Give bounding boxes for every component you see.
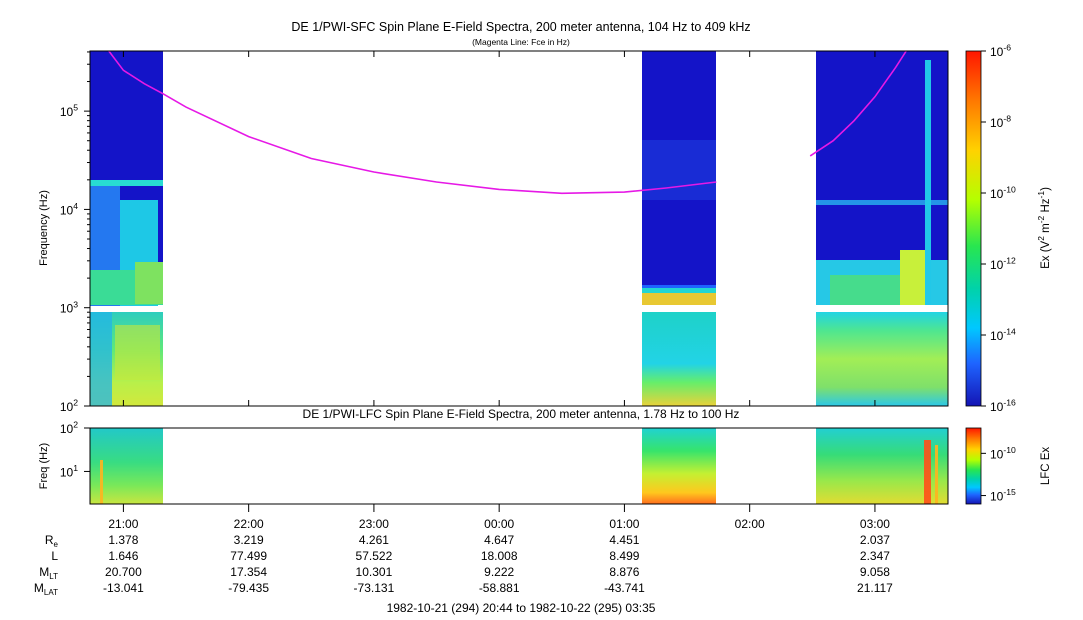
- time-axis: 21:00 22:00 23:00 00:00 01:00 02:00 03:00: [108, 51, 890, 531]
- fce-line-segment-2: [809, 50, 907, 157]
- ephemeris-value: 17.354: [230, 565, 267, 579]
- ephemeris-table: 1.378 1.646 20.700 -13.041 3.219 77.499 17.354…: [34, 533, 893, 597]
- time-tick-label: 21:00: [108, 517, 138, 531]
- ephemeris-value: 4.451: [609, 533, 639, 547]
- top-ytick-label: 103: [60, 299, 78, 315]
- bottom-colorbar: 10-10 10-15 LFC Ex: [965, 427, 1052, 505]
- ephemeris-value: 8.876: [609, 565, 639, 579]
- time-tick-label: 00:00: [484, 517, 514, 531]
- top-ytick-label: 104: [60, 201, 78, 217]
- ephemeris-value: 9.058: [860, 565, 890, 579]
- time-tick-label: 02:00: [735, 517, 765, 531]
- ephemeris-value: 4.647: [484, 533, 514, 547]
- ephemeris-value: 2.347: [860, 549, 890, 563]
- ephemeris-value: 4.261: [359, 533, 389, 547]
- ephemeris-value: 20.700: [105, 565, 142, 579]
- bottom-colorbar-tick-label: 10-10: [990, 445, 1016, 461]
- time-tick-label: 01:00: [609, 517, 639, 531]
- bottom-ytick-label: 101: [60, 463, 78, 479]
- ephemeris-value: -13.041: [103, 581, 144, 595]
- ephemeris-value: -79.435: [228, 581, 269, 595]
- time-range-footer: 1982-10-21 (294) 20:44 to 1982-10-22 (29…: [387, 601, 656, 615]
- time-tick-label: 23:00: [359, 517, 389, 531]
- top-colorbar-tick-label: 10-8: [990, 114, 1011, 130]
- ephemeris-value: 18.008: [481, 549, 518, 563]
- top-ytick-label: 102: [60, 398, 78, 414]
- bottom-panel-title: DE 1/PWI-LFC Spin Plane E-Field Spectra,…: [303, 407, 740, 421]
- ephemeris-value: 77.499: [230, 549, 267, 563]
- top-panel-subtitle: (Magenta Line: Fce in Hz): [472, 37, 570, 47]
- fce-line-segment-1: [108, 50, 717, 195]
- ephemeris-value: 8.499: [609, 549, 639, 563]
- spectrogram-block-c: [816, 51, 948, 406]
- top-colorbar-tick-label: 10-16: [990, 398, 1016, 414]
- ephemeris-row-label: L: [51, 549, 58, 563]
- top-colorbar: 10-6 10-8 10-10 10-12 10-14 10-16 Ex (V2 m-2 …: [965, 43, 1052, 414]
- ephemeris-value: -58.881: [479, 581, 520, 595]
- top-colorbar-tick-label: 10-10: [990, 185, 1016, 201]
- ephemeris-value: 1.646: [108, 549, 138, 563]
- top-spectrogram-panel: 102 103 104 105: [60, 50, 949, 414]
- top-panel-ylabel: Frequency (Hz): [38, 190, 50, 266]
- time-tick-label: 22:00: [234, 517, 264, 531]
- top-colorbar-label: Ex (V2 m-2 Hz-1): [1036, 187, 1052, 269]
- ephemeris-value: 1.378: [108, 533, 138, 547]
- top-panel-title: DE 1/PWI-SFC Spin Plane E-Field Spectra,…: [291, 20, 750, 34]
- bottom-spectrogram-panel: 101 102: [60, 420, 949, 505]
- spectrogram-block-b: [642, 51, 716, 406]
- ephemeris-row-label: MLAT: [34, 581, 58, 597]
- bottom-panel-ylabel: Freq (Hz): [38, 443, 50, 489]
- spectrogram-block-a: [90, 51, 163, 406]
- ephemeris-value: 10.301: [356, 565, 393, 579]
- ephemeris-value: -73.131: [354, 581, 395, 595]
- ephemeris-value: 9.222: [484, 565, 514, 579]
- ephemeris-value: 2.037: [860, 533, 890, 547]
- bottom-colorbar-tick-label: 10-15: [990, 487, 1016, 503]
- time-tick-label: 03:00: [860, 517, 890, 531]
- ephemeris-value: 21.117: [857, 581, 893, 595]
- ephemeris-value: -43.741: [604, 581, 645, 595]
- top-colorbar-tick-label: 10-12: [990, 256, 1016, 272]
- top-ytick-label: 105: [60, 103, 78, 119]
- ephemeris-value: 3.219: [234, 533, 264, 547]
- ephemeris-row-label: Re: [45, 533, 59, 549]
- ephemeris-row-label: MLT: [39, 565, 58, 581]
- bottom-colorbar-label: LFC Ex: [1040, 447, 1052, 486]
- top-colorbar-tick-label: 10-6: [990, 43, 1011, 59]
- ephemeris-value: 57.522: [356, 549, 393, 563]
- top-colorbar-tick-label: 10-14: [990, 327, 1016, 343]
- bottom-ytick-label: 102: [60, 420, 78, 436]
